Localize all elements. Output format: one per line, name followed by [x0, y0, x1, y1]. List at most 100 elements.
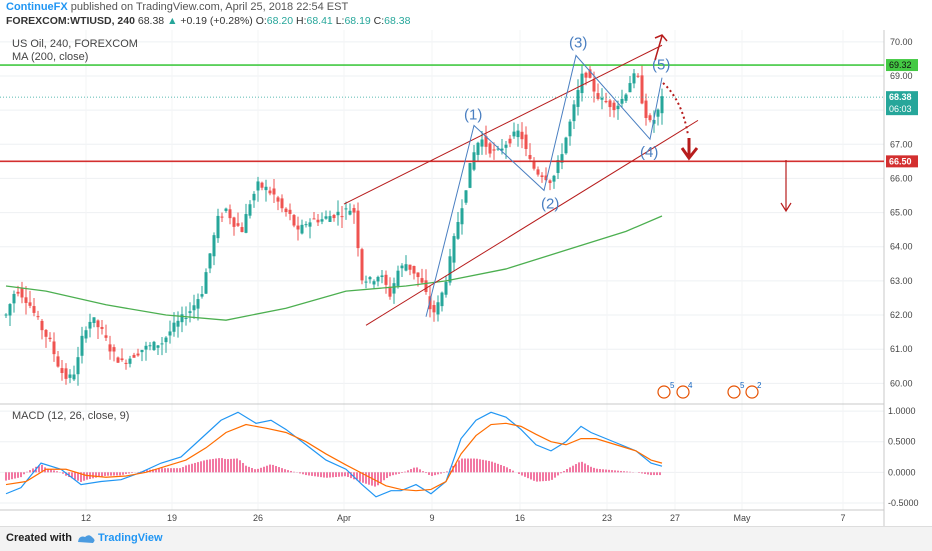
candle-body — [560, 154, 564, 163]
candle-body — [528, 155, 532, 159]
price-tick-label: 60.00 — [890, 378, 913, 388]
forecast-down-arrow-icon — [680, 138, 699, 161]
candle-body — [252, 193, 256, 201]
candle-body — [16, 291, 20, 294]
candle-body — [636, 75, 640, 77]
event-markers-2[interactable]: 5 2 — [727, 381, 762, 399]
candle-body — [548, 180, 552, 184]
candle-body — [328, 216, 332, 222]
candle-body — [384, 274, 388, 285]
open-value: 68.20 — [266, 15, 294, 27]
time-tick-label: 16 — [515, 513, 525, 523]
channel-upper-line[interactable] — [343, 44, 663, 205]
macd-legend: MACD (12, 26, close, 9) — [12, 410, 129, 422]
event-count-4: 2 — [757, 381, 762, 390]
time-axis[interactable]: 12 19 26 Apr 9 16 23 27 May 7 — [81, 513, 846, 523]
candle-body — [344, 208, 348, 210]
candle-body — [260, 182, 264, 188]
candle-body — [216, 215, 220, 239]
candle-body — [192, 305, 196, 311]
candle-body — [432, 305, 436, 313]
publish-line: ContinueFX published on TradingView.com,… — [6, 1, 348, 13]
candle-body — [404, 264, 408, 271]
candle-body — [276, 197, 280, 202]
price-tick-label: 62.00 — [890, 310, 913, 320]
time-tick-label: 9 — [429, 513, 434, 523]
candle-body — [480, 139, 484, 147]
candle-body — [348, 210, 352, 215]
candle-body — [368, 277, 372, 280]
macd-tick-label: 0.0000 — [888, 467, 916, 477]
candle-body — [624, 94, 628, 101]
tradingview-link[interactable]: TradingView — [98, 532, 163, 544]
candle-body — [4, 314, 8, 316]
candle-body — [376, 276, 380, 282]
low-value: 68.19 — [344, 15, 371, 27]
candle-body — [396, 270, 400, 286]
candle-body — [96, 320, 100, 328]
candle-body — [536, 169, 540, 175]
candle-body — [448, 256, 452, 283]
candle-body — [88, 321, 92, 329]
ohlc-line: FOREXCOM:WTIUSD, 240 68.38 ▲ +0.19 (+0.2… — [6, 15, 410, 27]
time-tick-label: 27 — [670, 513, 680, 523]
candle-body — [92, 317, 96, 324]
candle-body — [184, 317, 188, 319]
channel-lower-line[interactable] — [365, 119, 699, 326]
candle-body — [460, 208, 464, 225]
event-markers-1[interactable]: 5 4 — [657, 381, 693, 399]
macd-tick-label: 0.5000 — [888, 437, 916, 447]
candle-body — [292, 215, 296, 226]
candle-body — [200, 294, 204, 297]
candle-body — [336, 211, 340, 216]
candle-body — [556, 160, 560, 173]
candle-body — [452, 236, 456, 263]
time-tick-label: 26 — [253, 513, 263, 523]
event-count-1: 5 — [670, 381, 675, 390]
event-count-3: 5 — [740, 381, 745, 390]
candle-body — [204, 272, 208, 294]
candle-body — [440, 292, 444, 307]
time-tick-label: 12 — [81, 513, 91, 523]
candle-body — [408, 264, 412, 270]
up-arrow-icon: ▲ — [167, 15, 178, 27]
target-down-arrow-icon — [780, 160, 792, 213]
candle-body — [468, 163, 472, 188]
candle-body — [496, 148, 500, 150]
candle-body — [616, 105, 620, 110]
candle-body — [372, 281, 376, 285]
candle-body — [160, 343, 164, 345]
candle-body — [108, 344, 112, 352]
candle-body — [152, 341, 156, 351]
candle-body — [492, 149, 496, 151]
candle-body — [224, 208, 228, 211]
candle-body — [280, 198, 284, 209]
time-tick-label: Apr — [337, 513, 351, 523]
price-tick-label: 63.00 — [890, 276, 913, 286]
candle-body — [208, 253, 212, 269]
open-label: O: — [255, 15, 267, 27]
candle-body — [436, 302, 440, 315]
candle-body — [172, 322, 176, 332]
author-name[interactable]: ContinueFX — [6, 1, 68, 13]
candle-body — [476, 142, 480, 155]
chart-canvas[interactable]: (1) (2) (3) (4) (5) 5 4 5 2 70.00 69.00 68… — [0, 30, 932, 526]
candle-body — [488, 143, 492, 154]
macd-tick-label: 1.0000 — [888, 406, 916, 416]
moving-average-line — [5, 215, 663, 321]
current-price-tag: 68.38 06:03 — [886, 91, 918, 116]
candle-body — [176, 320, 180, 327]
chart-title: US Oil, 240, FOREXCOM — [12, 38, 138, 50]
macd-histogram — [5, 458, 661, 487]
candle-body — [284, 208, 288, 213]
candle-body — [196, 299, 200, 309]
low-label: L: — [335, 15, 345, 27]
candle-body — [564, 137, 568, 154]
candle-body — [120, 358, 124, 361]
bar-countdown-text: 06:03 — [889, 104, 912, 114]
elliott-wave-path[interactable] — [425, 54, 663, 317]
candle-body — [308, 222, 312, 227]
candle-body — [340, 216, 344, 218]
macd-axis[interactable]: 1.0000 0.5000 0.0000 -0.5000 — [888, 406, 919, 508]
candle-body — [156, 345, 160, 348]
